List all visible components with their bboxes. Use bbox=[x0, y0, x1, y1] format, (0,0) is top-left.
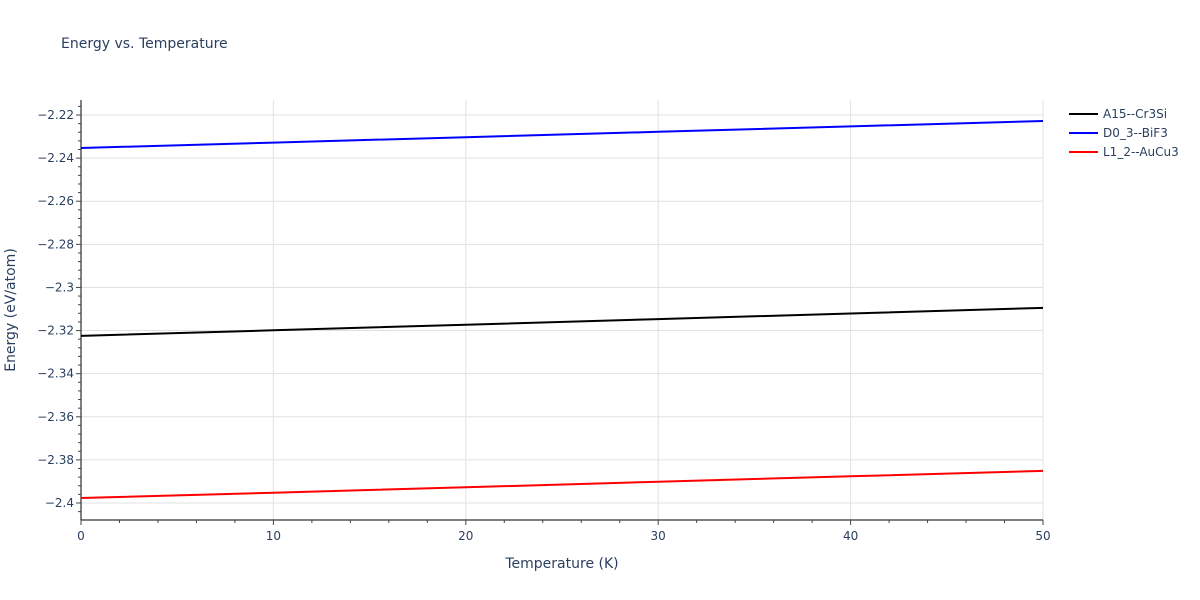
x-tick-label: 20 bbox=[458, 529, 473, 543]
y-tick-label: −2.28 bbox=[37, 237, 74, 251]
x-tick-label: 0 bbox=[77, 529, 85, 543]
y-tick-label: −2.4 bbox=[45, 496, 74, 510]
x-tick-label: 50 bbox=[1035, 529, 1050, 543]
series-line-l1-2-aucu3 bbox=[80, 469, 1044, 499]
y-tick-label: −2.22 bbox=[37, 108, 74, 122]
y-tick-label: −2.38 bbox=[37, 453, 74, 467]
y-tick-label: −2.34 bbox=[37, 367, 74, 381]
legend-label: D0_3--BiF3 bbox=[1103, 126, 1168, 140]
series-line-a15-cr3si bbox=[80, 306, 1044, 337]
chart-title: Energy vs. Temperature bbox=[61, 36, 228, 52]
x-tick-label: 40 bbox=[843, 529, 858, 543]
y-axis-title: Energy (eV/atom) bbox=[3, 248, 19, 372]
series-line-d0-3-bif3 bbox=[80, 120, 1044, 149]
y-tick-label: −2.3 bbox=[45, 280, 74, 294]
x-tick-label: 10 bbox=[266, 529, 281, 543]
x-axis-title: Temperature (K) bbox=[504, 556, 618, 572]
legend-item[interactable]: L1_2--AuCu3 bbox=[1069, 145, 1179, 159]
grid-lines bbox=[81, 100, 1044, 520]
legend-label: L1_2--AuCu3 bbox=[1103, 145, 1179, 159]
legend[interactable]: A15--Cr3Si D0_3--BiF3 L1_2--AuCu3 bbox=[1069, 107, 1179, 159]
legend-label: A15--Cr3Si bbox=[1103, 107, 1167, 121]
x-tick-label: 30 bbox=[651, 529, 666, 543]
y-tick-label: −2.24 bbox=[37, 151, 74, 165]
y-tick-label: −2.32 bbox=[37, 324, 74, 338]
y-tick-label: −2.26 bbox=[37, 194, 74, 208]
axes: −2.22 −2.24 −2.26 −2.28 −2.3 −2.32 −2.34 −2.36 −… bbox=[37, 100, 1051, 543]
legend-item[interactable]: A15--Cr3Si bbox=[1069, 107, 1167, 121]
legend-item[interactable]: D0_3--BiF3 bbox=[1069, 126, 1168, 140]
y-tick-label: −2.36 bbox=[37, 410, 74, 424]
plot-series bbox=[80, 120, 1044, 499]
